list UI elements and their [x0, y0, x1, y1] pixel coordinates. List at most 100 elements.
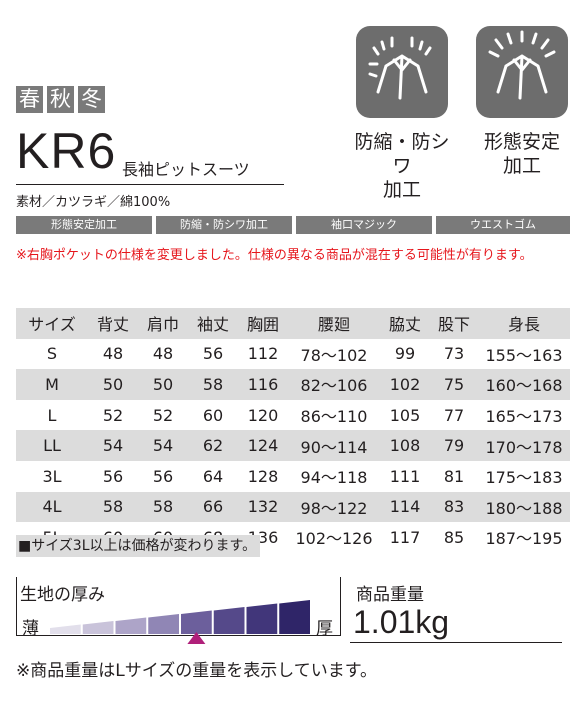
table-cell: 56	[138, 460, 188, 492]
table-cell: 4L	[16, 491, 88, 523]
table-row: 3L 56 56 64 128 94～118 111 81 175～183	[16, 460, 570, 492]
table-cell: 86～110	[288, 399, 380, 431]
shirt-form-icon	[476, 26, 568, 118]
table-cell: 112	[238, 338, 288, 370]
table-cell: 98～122	[288, 491, 380, 523]
weight-title: 商品重量	[356, 585, 424, 605]
table-cell: 58	[188, 369, 238, 400]
table-cell: 54	[88, 430, 138, 461]
table-cell: 128	[238, 460, 288, 492]
table-row: LL 54 54 62 124 90～114 108 79 170～178	[16, 430, 570, 461]
table-cell: 132	[238, 491, 288, 523]
table-cell: 105	[380, 399, 430, 431]
table-cell: 117	[380, 522, 430, 553]
table-cell: 60	[188, 399, 238, 431]
table-cell: 78～102	[288, 338, 380, 370]
size-table-header: サイズ 背丈 肩巾 袖丈 胸囲 腰廻 脇丈 股下 身長	[16, 308, 570, 339]
title-divider	[16, 184, 284, 185]
header-cell: 肩巾	[138, 308, 188, 339]
table-cell: 64	[188, 460, 238, 492]
table-cell: 66	[188, 491, 238, 523]
header-cell: 袖丈	[188, 308, 238, 339]
material-text: 素材／カツラギ／綿100%	[16, 195, 171, 210]
table-cell: 62	[188, 430, 238, 461]
thickness-segment	[213, 607, 245, 634]
table-cell: 85	[430, 522, 478, 553]
table-cell: 82～106	[288, 369, 380, 400]
season-badge-spring: 春	[16, 86, 43, 113]
table-cell: 102～126	[288, 522, 380, 553]
table-cell: 56	[88, 460, 138, 492]
table-cell: 50	[88, 369, 138, 400]
header-cell: 股下	[430, 308, 478, 339]
table-cell: 108	[380, 430, 430, 461]
table-cell: 111	[380, 460, 430, 492]
table-cell: 165～173	[478, 399, 570, 431]
table-cell: 94～118	[288, 460, 380, 492]
table-row: S 48 48 56 112 78～102 99 73 155～163	[16, 338, 570, 370]
table-cell: 114	[380, 491, 430, 523]
table-cell: 75	[430, 369, 478, 400]
thickness-thin-label: 薄	[22, 619, 39, 639]
thickness-segment	[148, 614, 179, 634]
table-cell: 79	[430, 430, 478, 461]
table-cell: 58	[88, 491, 138, 523]
thickness-marker	[187, 632, 206, 644]
table-cell: 175～183	[478, 460, 570, 492]
feature-label-shrink: 防縮・防シワ 加工	[354, 131, 450, 201]
table-cell: 3L	[16, 460, 88, 492]
table-cell: 48	[138, 338, 188, 370]
thickness-segment	[50, 624, 81, 634]
header-cell: 脇丈	[380, 308, 430, 339]
thickness-segment	[279, 600, 310, 634]
table-row: M 50 50 58 116 82～106 102 75 160～168	[16, 369, 570, 400]
tag-form-stable: 形態安定加工	[16, 216, 152, 234]
table-cell: LL	[16, 430, 88, 461]
thickness-thick-label: 厚	[316, 619, 333, 639]
table-cell: 90～114	[288, 430, 380, 461]
table-cell: 180～188	[478, 491, 570, 523]
table-cell: 52	[88, 399, 138, 431]
table-cell: S	[16, 338, 88, 370]
thickness-frame-bottom	[16, 635, 340, 636]
spec-change-notice: ※右胸ポケットの仕様を変更しました。仕様の異なる商品が混在する可能性が有ります。	[16, 248, 533, 263]
table-cell: 73	[430, 338, 478, 370]
thickness-title: 生地の厚み	[20, 585, 105, 605]
header-cell: 身長	[478, 308, 570, 339]
table-cell: 116	[238, 369, 288, 400]
header-cell: 背丈	[88, 308, 138, 339]
table-row: 4L 58 58 66 132 98～122 114 83 180～188	[16, 491, 570, 523]
header-cell: 胸囲	[238, 308, 288, 339]
table-cell: 102	[380, 369, 430, 400]
tag-cuff-velcro: 袖口マジック	[296, 216, 432, 234]
thickness-segment	[246, 603, 278, 634]
table-cell: 160～168	[478, 369, 570, 400]
tag-shrink-proof: 防縮・防シワ加工	[156, 216, 292, 234]
size-table: サイズ 背丈 肩巾 袖丈 胸囲 腰廻 脇丈 股下 身長 S 48 48 56 112 78…	[16, 308, 570, 553]
thickness-gauge	[50, 600, 310, 644]
thickness-segment	[82, 621, 114, 634]
header-cell: サイズ	[16, 308, 88, 339]
season-badge-autumn: 秋	[47, 86, 74, 113]
weight-note: ※商品重量はLサイズの重量を表示しています。	[16, 661, 377, 681]
model-number: KR6	[16, 123, 117, 179]
table-cell: 81	[430, 460, 478, 492]
table-cell: 58	[138, 491, 188, 523]
shirt-shrink-icon	[356, 26, 448, 118]
table-cell: 52	[138, 399, 188, 431]
table-cell: 124	[238, 430, 288, 461]
size-price-note: ■サイズ3L以上は価格が変わります。	[16, 535, 261, 557]
season-badge-winter: 冬	[78, 86, 105, 113]
weight-value: 1.01kg	[353, 604, 450, 640]
thickness-segment	[181, 610, 212, 634]
table-cell: 50	[138, 369, 188, 400]
table-cell: 155～163	[478, 338, 570, 370]
table-cell: 170～178	[478, 430, 570, 461]
table-cell: 120	[238, 399, 288, 431]
table-row: L 52 52 60 120 86～110 105 77 165～173	[16, 399, 570, 431]
table-cell: 83	[430, 491, 478, 523]
table-cell: 56	[188, 338, 238, 370]
feature-label-form: 形態安定 加工	[483, 131, 560, 177]
thickness-frame-left	[16, 577, 17, 635]
table-cell: 99	[380, 338, 430, 370]
